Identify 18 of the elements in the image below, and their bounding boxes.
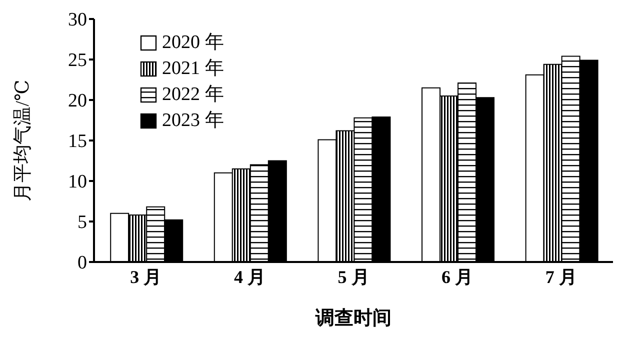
x-tick-label: 7 月 — [545, 266, 577, 287]
legend-label: 2023 年 — [162, 109, 224, 133]
x-tick-label: 6 月 — [442, 266, 474, 287]
y-tick-label: 5 — [78, 212, 87, 234]
legend-label: 2020 年 — [162, 31, 224, 55]
legend-label: 2022 年 — [162, 83, 224, 107]
y-tick-label: 15 — [68, 131, 87, 152]
x-axis-title: 调查时间 — [314, 307, 392, 329]
y-axis-title: 月平均气温/℃ — [12, 80, 34, 202]
y-tick-label: 20 — [68, 90, 87, 112]
y-tick-label: 0 — [78, 252, 87, 274]
legend-label: 2021 年 — [162, 57, 224, 81]
x-tick-label: 4 月 — [234, 266, 266, 287]
x-tick-label: 3 月 — [130, 266, 162, 287]
y-tick-label: 25 — [68, 50, 87, 72]
y-tick-label: 10 — [68, 172, 87, 193]
y-tick-label: 30 — [68, 10, 87, 31]
x-tick-label: 5 月 — [338, 266, 370, 287]
